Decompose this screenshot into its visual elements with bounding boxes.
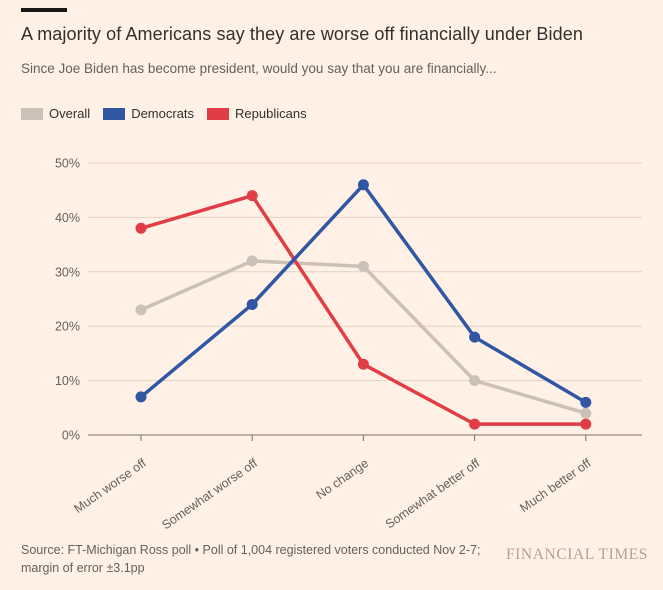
line-chart: 0%10%20%30%40%50%Much worse off Somewhat … <box>55 157 642 533</box>
data-point-democrats <box>469 331 481 343</box>
chart-title: A majority of Americans say they are wor… <box>21 24 583 44</box>
legend-item-democrats: Democrats <box>103 106 194 121</box>
data-point-republicans <box>246 190 258 202</box>
x-tick-label: Much worse off <box>71 456 149 516</box>
legend-label-republicans: Republicans <box>235 106 307 121</box>
y-tick-label: 50% <box>55 157 80 171</box>
data-point-democrats <box>246 298 258 310</box>
y-tick-label: 30% <box>55 265 80 279</box>
x-tick-label: No change <box>314 456 372 502</box>
data-point-overall <box>246 255 258 267</box>
legend-label-overall: Overall <box>49 106 91 121</box>
series-line-republicans <box>139 193 588 426</box>
legend-swatch-republicans <box>207 107 230 120</box>
x-tick-label: Somewhat better off <box>383 456 483 532</box>
series-line-overall <box>139 259 588 415</box>
accent-bar <box>21 8 67 12</box>
data-point-overall <box>135 304 147 316</box>
data-point-democrats <box>135 391 147 403</box>
legend-label-democrats: Democrats <box>131 106 195 121</box>
y-tick-label: 20% <box>55 320 80 334</box>
data-point-democrats <box>357 179 369 191</box>
data-point-overall <box>469 375 481 387</box>
y-tick-label: 40% <box>55 211 80 225</box>
data-point-republicans <box>580 418 592 430</box>
data-point-overall <box>357 260 369 272</box>
legend: Overall Democrats Republicans <box>21 106 307 121</box>
legend-item-overall: Overall <box>21 106 90 121</box>
source-note: Source: FT-Michigan Ross poll • Poll of … <box>21 543 481 576</box>
y-tick-label: 0% <box>62 429 80 443</box>
legend-item-republicans: Republicans <box>207 106 307 121</box>
data-point-overall <box>580 407 592 419</box>
legend-swatch-democrats <box>103 107 126 120</box>
data-point-democrats <box>580 396 592 408</box>
x-tick-label: Much better off <box>517 456 594 515</box>
financial-times-logo: FINANCIAL TIMES <box>505 546 648 563</box>
data-point-republicans <box>357 358 369 370</box>
data-point-republicans <box>469 418 481 430</box>
data-point-republicans <box>135 222 147 234</box>
x-tick-label: Somewhat worse off <box>159 456 260 533</box>
y-tick-label: 10% <box>55 374 80 388</box>
chart-subtitle: Since Joe Biden has become president, wo… <box>21 61 497 76</box>
legend-swatch-overall <box>21 107 43 120</box>
